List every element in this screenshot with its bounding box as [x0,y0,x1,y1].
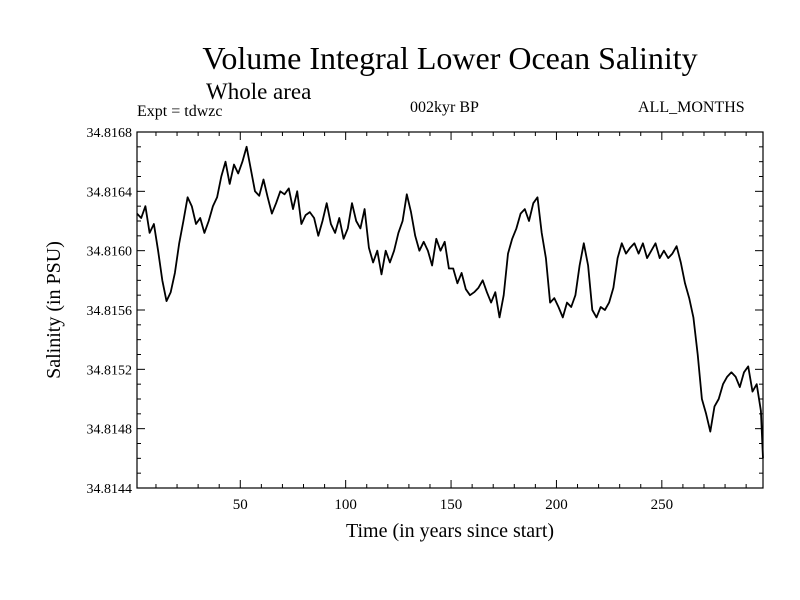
y-tick-label: 34.8148 [87,423,133,438]
y-tick-label: 34.8160 [87,245,133,260]
x-tick-label: 200 [545,497,568,513]
chart-title: Volume Integral Lower Ocean Salinity [202,40,698,76]
y-tick-label: 34.8144 [87,482,133,497]
salinity-series-line [136,145,764,459]
y-tick-label: 34.8152 [87,363,133,378]
axis-ticks [137,131,763,489]
x-tick-label: 50 [233,497,248,513]
x-tick-label: 150 [440,497,463,513]
chart-subtitle: Whole area [206,79,312,104]
plot-frame [136,131,764,489]
y-tick-labels: 34.8144 34.8148 34.8152 34.8156 34.8160 34.81… [87,126,133,497]
period-label: 002kyr BP [410,99,479,116]
x-tick-label: 250 [651,497,674,513]
y-tick-label: 34.8164 [87,185,133,200]
months-label: ALL_MONTHS [638,99,745,116]
x-axis-label: Time (in years since start) [346,520,554,542]
x-tick-label: 100 [334,497,357,513]
experiment-label: Expt = tdwzc [137,103,223,120]
x-tick-labels: 50 100 150 200 250 [233,497,673,513]
y-tick-label: 34.8156 [87,304,133,319]
y-axis-label: Salinity (in PSU) [43,241,65,379]
y-tick-label: 34.8168 [87,126,133,141]
